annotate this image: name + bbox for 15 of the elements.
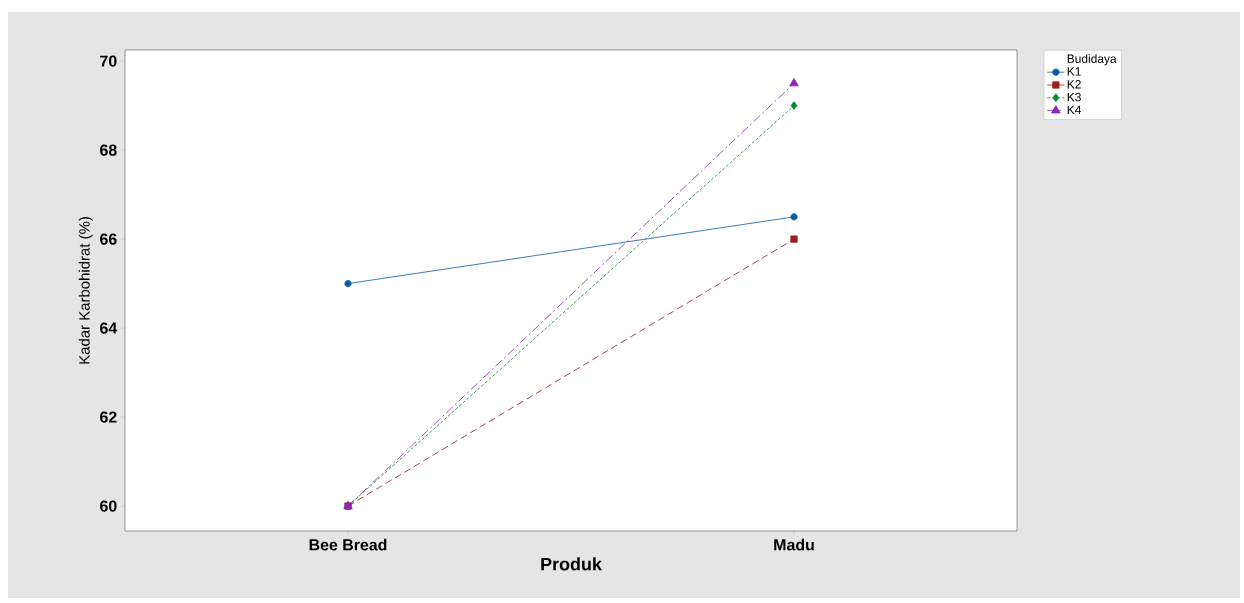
y-tick-label: 62 bbox=[100, 411, 117, 423]
legend-label: K4 bbox=[1067, 105, 1082, 114]
x-tick-label: Bee Bread bbox=[309, 538, 387, 551]
legend-title: Budidaya bbox=[1067, 54, 1117, 66]
x-axis-title: Produk bbox=[541, 557, 602, 571]
legend-label: K2 bbox=[1067, 80, 1081, 89]
legend-label: K3 bbox=[1067, 92, 1081, 102]
y-tick-label: 60 bbox=[100, 500, 117, 512]
y-tick-label: 64 bbox=[100, 322, 118, 334]
x-tick-label: Madu bbox=[774, 538, 814, 551]
y-tick-label: 66 bbox=[100, 233, 117, 245]
y-axis-title: Kadar Karbohidrat (%) bbox=[78, 217, 93, 364]
y-tick-label: 70 bbox=[100, 55, 117, 67]
y-tick-label: 68 bbox=[100, 144, 117, 156]
legend-label: K1 bbox=[1067, 67, 1081, 76]
